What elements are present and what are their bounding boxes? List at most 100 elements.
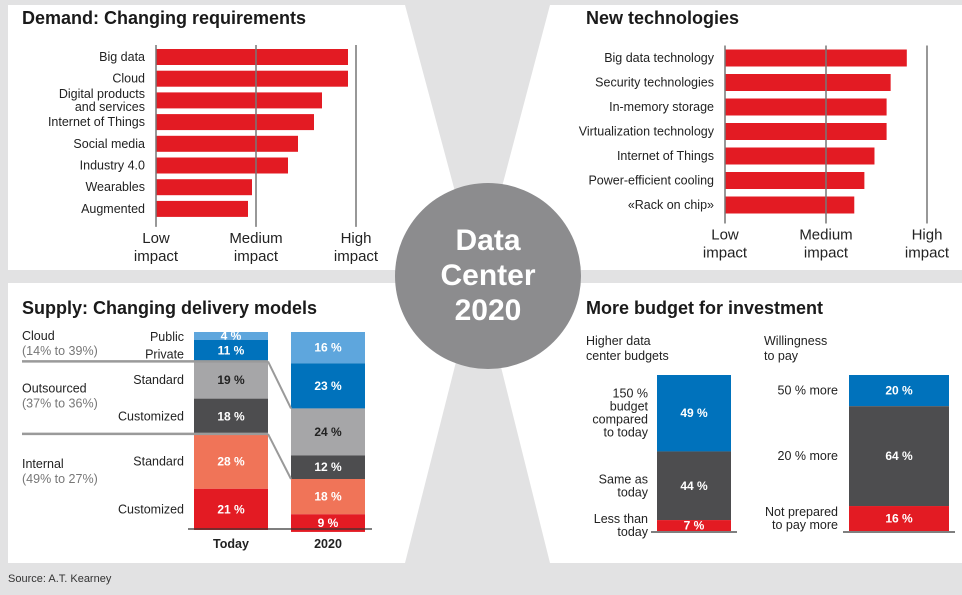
segment-value-label: 4 % bbox=[221, 329, 242, 343]
category-label: Security technologies bbox=[595, 76, 714, 90]
group-range: (49% to 27%) bbox=[22, 472, 98, 486]
segment-0-0 bbox=[194, 332, 268, 340]
category-label: «Rack on chip» bbox=[628, 198, 714, 212]
category-label: Digital products bbox=[59, 87, 145, 101]
segment-name: Standard bbox=[133, 454, 184, 468]
budget-segment-name: 20 % more bbox=[778, 449, 838, 463]
category-label: Augmented bbox=[81, 202, 145, 216]
axis-tick-label: impact bbox=[905, 245, 950, 262]
demand-title: Demand: Changing requirements bbox=[22, 8, 306, 28]
segment-value-label: 28 % bbox=[217, 454, 245, 468]
badge-line-1: Data bbox=[455, 224, 520, 257]
bar-3 bbox=[156, 114, 314, 131]
category-label: Cloud bbox=[112, 72, 145, 86]
budget-value-label: 44 % bbox=[680, 479, 708, 493]
axis-tick-label: impact bbox=[804, 245, 849, 262]
budget-segment-1-1 bbox=[849, 406, 949, 507]
category-label: Big data technology bbox=[604, 51, 715, 65]
budget-segment-1-0 bbox=[849, 375, 949, 407]
segment-name: Private bbox=[145, 347, 184, 361]
segment-0-1 bbox=[291, 332, 365, 364]
segment-3-1 bbox=[291, 455, 365, 479]
axis-tick-label: Low bbox=[711, 227, 739, 244]
budget-segment-name: budget bbox=[610, 400, 649, 414]
segment-value-label: 12 % bbox=[314, 460, 342, 474]
segment-2-0 bbox=[194, 361, 268, 399]
category-label: Virtualization technology bbox=[579, 125, 715, 139]
bar-2 bbox=[725, 98, 887, 116]
budget-segment-name: 150 % bbox=[613, 387, 648, 401]
segment-2-1 bbox=[291, 408, 365, 456]
segment-value-label: 21 % bbox=[217, 502, 245, 516]
budget-segment-name: today bbox=[617, 525, 648, 539]
segment-5-1 bbox=[291, 514, 365, 532]
axis-tick-label: Low bbox=[142, 230, 170, 247]
segment-value-label: 23 % bbox=[314, 379, 342, 393]
budget-value-label: 16 % bbox=[885, 512, 913, 526]
category-label: Today bbox=[213, 537, 249, 551]
budget-value-label: 49 % bbox=[680, 406, 708, 420]
category-label: Wearables bbox=[85, 180, 145, 194]
bar-7 bbox=[156, 200, 248, 217]
bar-6 bbox=[725, 196, 855, 214]
segment-name: Customized bbox=[118, 409, 184, 423]
budget-segment-name: Same as bbox=[599, 472, 648, 486]
segment-value-label: 18 % bbox=[217, 409, 245, 423]
budget-segment-1-2 bbox=[849, 506, 949, 531]
budget-segment-name: to today bbox=[604, 426, 649, 440]
segment-value-label: 9 % bbox=[318, 516, 339, 530]
bar-2 bbox=[156, 92, 322, 109]
budget-title: More budget for investment bbox=[586, 298, 823, 318]
bar-0 bbox=[725, 49, 907, 67]
bar-1 bbox=[725, 74, 891, 91]
group-connector bbox=[267, 360, 292, 409]
budget-segment-name: compared bbox=[592, 413, 648, 427]
segment-name: Public bbox=[150, 330, 184, 344]
segment-value-label: 24 % bbox=[314, 425, 342, 439]
segment-5-0 bbox=[194, 488, 268, 530]
category-label: Internet of Things bbox=[617, 149, 714, 163]
budget-segment-0-2 bbox=[657, 520, 731, 531]
budget-segment-name: Not prepared bbox=[765, 505, 838, 519]
badge-line-2: Center bbox=[440, 259, 535, 292]
axis-tick-label: Medium bbox=[229, 230, 282, 247]
budget-subtitle: Willingness bbox=[764, 334, 827, 348]
bar-5 bbox=[725, 172, 865, 189]
category-label: Social media bbox=[73, 137, 145, 151]
budget-value-label: 20 % bbox=[885, 384, 913, 398]
axis-tick-label: impact bbox=[134, 248, 179, 265]
category-label: Internet of Things bbox=[48, 115, 145, 129]
bar-0 bbox=[156, 49, 348, 65]
budget-subtitle: center budgets bbox=[586, 349, 669, 363]
bar-4 bbox=[725, 147, 875, 165]
segment-value-label: 18 % bbox=[314, 490, 342, 504]
segment-1-0 bbox=[194, 339, 268, 362]
category-label: and services bbox=[75, 100, 145, 114]
badge-line-3: 2020 bbox=[455, 294, 522, 327]
group-name: Internal bbox=[22, 457, 64, 471]
bar-5 bbox=[156, 157, 288, 174]
group-range: (14% to 39%) bbox=[22, 344, 98, 358]
segment-1-1 bbox=[291, 363, 365, 409]
segment-value-label: 16 % bbox=[314, 341, 342, 355]
group-name: Outsourced bbox=[22, 381, 87, 395]
supply-chart: 4 %11 % 19 % 18 % 28 % 21 % 16 % 23 % 24 % 12 % 1… bbox=[22, 329, 372, 551]
budget-subtitle: Higher data bbox=[586, 334, 651, 348]
axis-tick-label: impact bbox=[703, 245, 748, 262]
budget-segment-0-1 bbox=[657, 451, 731, 521]
budget-subtitle: to pay bbox=[764, 349, 799, 363]
group-name: Cloud bbox=[22, 329, 55, 343]
segment-value-label: 19 % bbox=[217, 373, 245, 387]
center-badge bbox=[395, 183, 581, 369]
segment-name: Standard bbox=[133, 373, 184, 387]
budget-segment-name: Less than bbox=[594, 512, 648, 526]
budget-value-label: 7 % bbox=[684, 519, 705, 533]
axis-tick-label: impact bbox=[334, 248, 379, 265]
axis-tick-label: High bbox=[341, 230, 372, 247]
segment-4-1 bbox=[291, 479, 365, 515]
source-note: Source: A.T. Kearney bbox=[8, 573, 112, 585]
budget-segment-name: to pay more bbox=[772, 518, 838, 532]
bar-4 bbox=[156, 135, 298, 152]
